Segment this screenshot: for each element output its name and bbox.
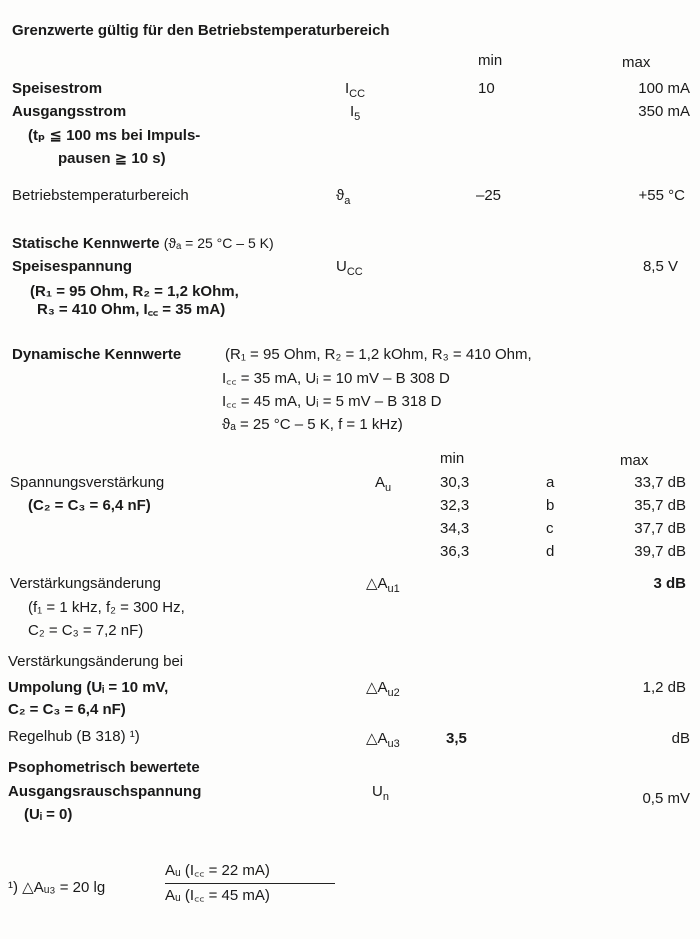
param-max: 3 dB	[653, 575, 686, 592]
fraction-bar	[165, 883, 335, 884]
param-max: 100 mA	[638, 80, 690, 97]
param-label: Regelhub (B 318) ¹)	[8, 728, 140, 745]
param-min: –25	[476, 187, 502, 204]
static-conditions: (ϑₐ = 25 °C – 5 K)	[163, 235, 274, 251]
symbol-sub: CC	[349, 88, 366, 100]
param-label: Umpolung (Uᵢ = 10 mV,	[8, 679, 169, 696]
symbol-sub: u2	[387, 687, 400, 699]
param-note: C₂ = C₃ = 7,2 nF)	[28, 622, 144, 639]
param-note: (tₚ ≦ 100 ms bei Impuls-	[28, 127, 201, 144]
param-note: pausen ≧ 10 s)	[58, 150, 166, 167]
symbol-sub: CC	[346, 266, 363, 278]
symbol-base: I	[345, 80, 350, 97]
static-heading-row: Statische Kennwerte (ϑₐ = 25 °C – 5 K)	[12, 234, 274, 253]
gain-max: 35,7 dB	[634, 497, 686, 514]
param-label: Speisestrom	[12, 80, 103, 97]
param-label: Speisespannung	[12, 258, 133, 275]
gain-max: 33,7 dB	[634, 474, 686, 491]
param-note: (f₁ = 1 kHz, f₂ = 300 Hz,	[28, 599, 185, 616]
param-symbol: I5	[350, 103, 361, 123]
param-max: 1,2 dB	[642, 679, 686, 696]
dynamic-condition: I꜀꜀ = 45 mA, Uᵢ = 5 mV – B 318 D	[222, 393, 442, 410]
param-min: 3,5	[446, 730, 467, 747]
symbol-base: ϑ	[336, 187, 345, 204]
param-note: R₃ = 410 Ohm, I꜀꜀ = 35 mA)	[37, 301, 226, 318]
col-min-header: min	[440, 450, 465, 467]
param-label: Spannungsverstärkung	[10, 474, 165, 491]
gain-group: d	[546, 543, 555, 560]
symbol-sub: 5	[354, 111, 361, 123]
param-symbol: △Au2	[366, 679, 400, 699]
param-symbol: UCC	[336, 258, 363, 278]
param-symbol: △Au3	[366, 730, 400, 750]
gain-min: 34,3	[440, 520, 470, 537]
gain-group: a	[546, 474, 555, 491]
symbol-base: △A	[366, 679, 388, 696]
fraction-denominator: Aᵤ (I꜀꜀ = 45 mA)	[165, 887, 270, 904]
param-label: Psophometrisch bewertete	[8, 759, 200, 776]
param-label: Verstärkungsänderung	[10, 575, 161, 592]
symbol-base: △A	[366, 575, 388, 592]
symbol-sub: u1	[387, 583, 400, 595]
dynamic-condition: I꜀꜀ = 35 mA, Uᵢ = 10 mV – B 308 D	[222, 370, 450, 387]
param-min: 10	[478, 80, 495, 97]
symbol-base: U	[372, 783, 383, 800]
param-symbol: △Au1	[366, 575, 400, 595]
col-max-header: max	[622, 54, 651, 71]
footnote-lhs: ¹) △Aᵤ₃ = 20 lg	[8, 879, 106, 896]
gain-max: 37,7 dB	[634, 520, 686, 537]
param-label: C₂ = C₃ = 6,4 nF)	[8, 701, 126, 718]
param-symbol: ϑa	[336, 187, 351, 207]
param-label: Ausgangsstrom	[12, 103, 127, 120]
symbol-base: I	[350, 103, 355, 120]
param-max: 8,5 V	[642, 258, 678, 275]
param-label: Verstärkungsänderung bei	[8, 653, 184, 670]
param-note: (R₁ = 95 Ohm, R₂ = 1,2 kOhm,	[30, 283, 239, 300]
param-symbol: Au	[375, 474, 392, 494]
param-note: (Uᵢ = 0)	[24, 806, 73, 823]
col-max-header: max	[620, 452, 649, 469]
param-max: 350 mA	[638, 103, 690, 120]
gain-min: 32,3	[440, 497, 470, 514]
dynamic-condition: ϑₐ = 25 °C – 5 K, f = 1 kHz)	[222, 416, 403, 433]
static-heading: Statische Kennwerte	[12, 235, 160, 252]
footnote-fraction: Aᵤ (I꜀꜀ = 22 mA) Aᵤ (I꜀꜀ = 45 mA)	[165, 862, 335, 905]
symbol-sub: n	[382, 791, 389, 803]
section-title: Grenzwerte gültig für den Betriebstemper…	[12, 22, 390, 39]
symbol-base: U	[336, 258, 347, 275]
gain-min: 30,3	[440, 474, 470, 491]
symbol-sub: u3	[387, 738, 400, 750]
gain-group: c	[546, 520, 554, 537]
param-note: (C₂ = C₃ = 6,4 nF)	[28, 497, 151, 514]
symbol-base: A	[375, 474, 386, 491]
param-max: +55 °C	[638, 187, 685, 204]
param-label: Betriebstemperaturbereich	[12, 187, 189, 204]
gain-min: 36,3	[440, 543, 470, 560]
dynamic-condition: (R₁ = 95 Ohm, R₂ = 1,2 kOhm, R₃ = 410 Oh…	[225, 346, 532, 363]
param-label: Ausgangsrauschspannung	[8, 783, 202, 800]
param-max: 0,5 mV	[642, 790, 690, 807]
fraction-numerator: Aᵤ (I꜀꜀ = 22 mA)	[165, 862, 270, 879]
symbol-sub: a	[344, 195, 351, 207]
gain-max: 39,7 dB	[634, 543, 686, 560]
param-symbol: Un	[372, 783, 389, 803]
gain-group: b	[546, 497, 555, 514]
dynamic-heading: Dynamische Kennwerte	[12, 346, 182, 363]
param-max: dB	[671, 730, 690, 747]
param-symbol: ICC	[345, 80, 366, 100]
symbol-sub: u	[385, 482, 392, 494]
col-min-header: min	[478, 52, 503, 69]
symbol-base: △A	[366, 730, 388, 747]
